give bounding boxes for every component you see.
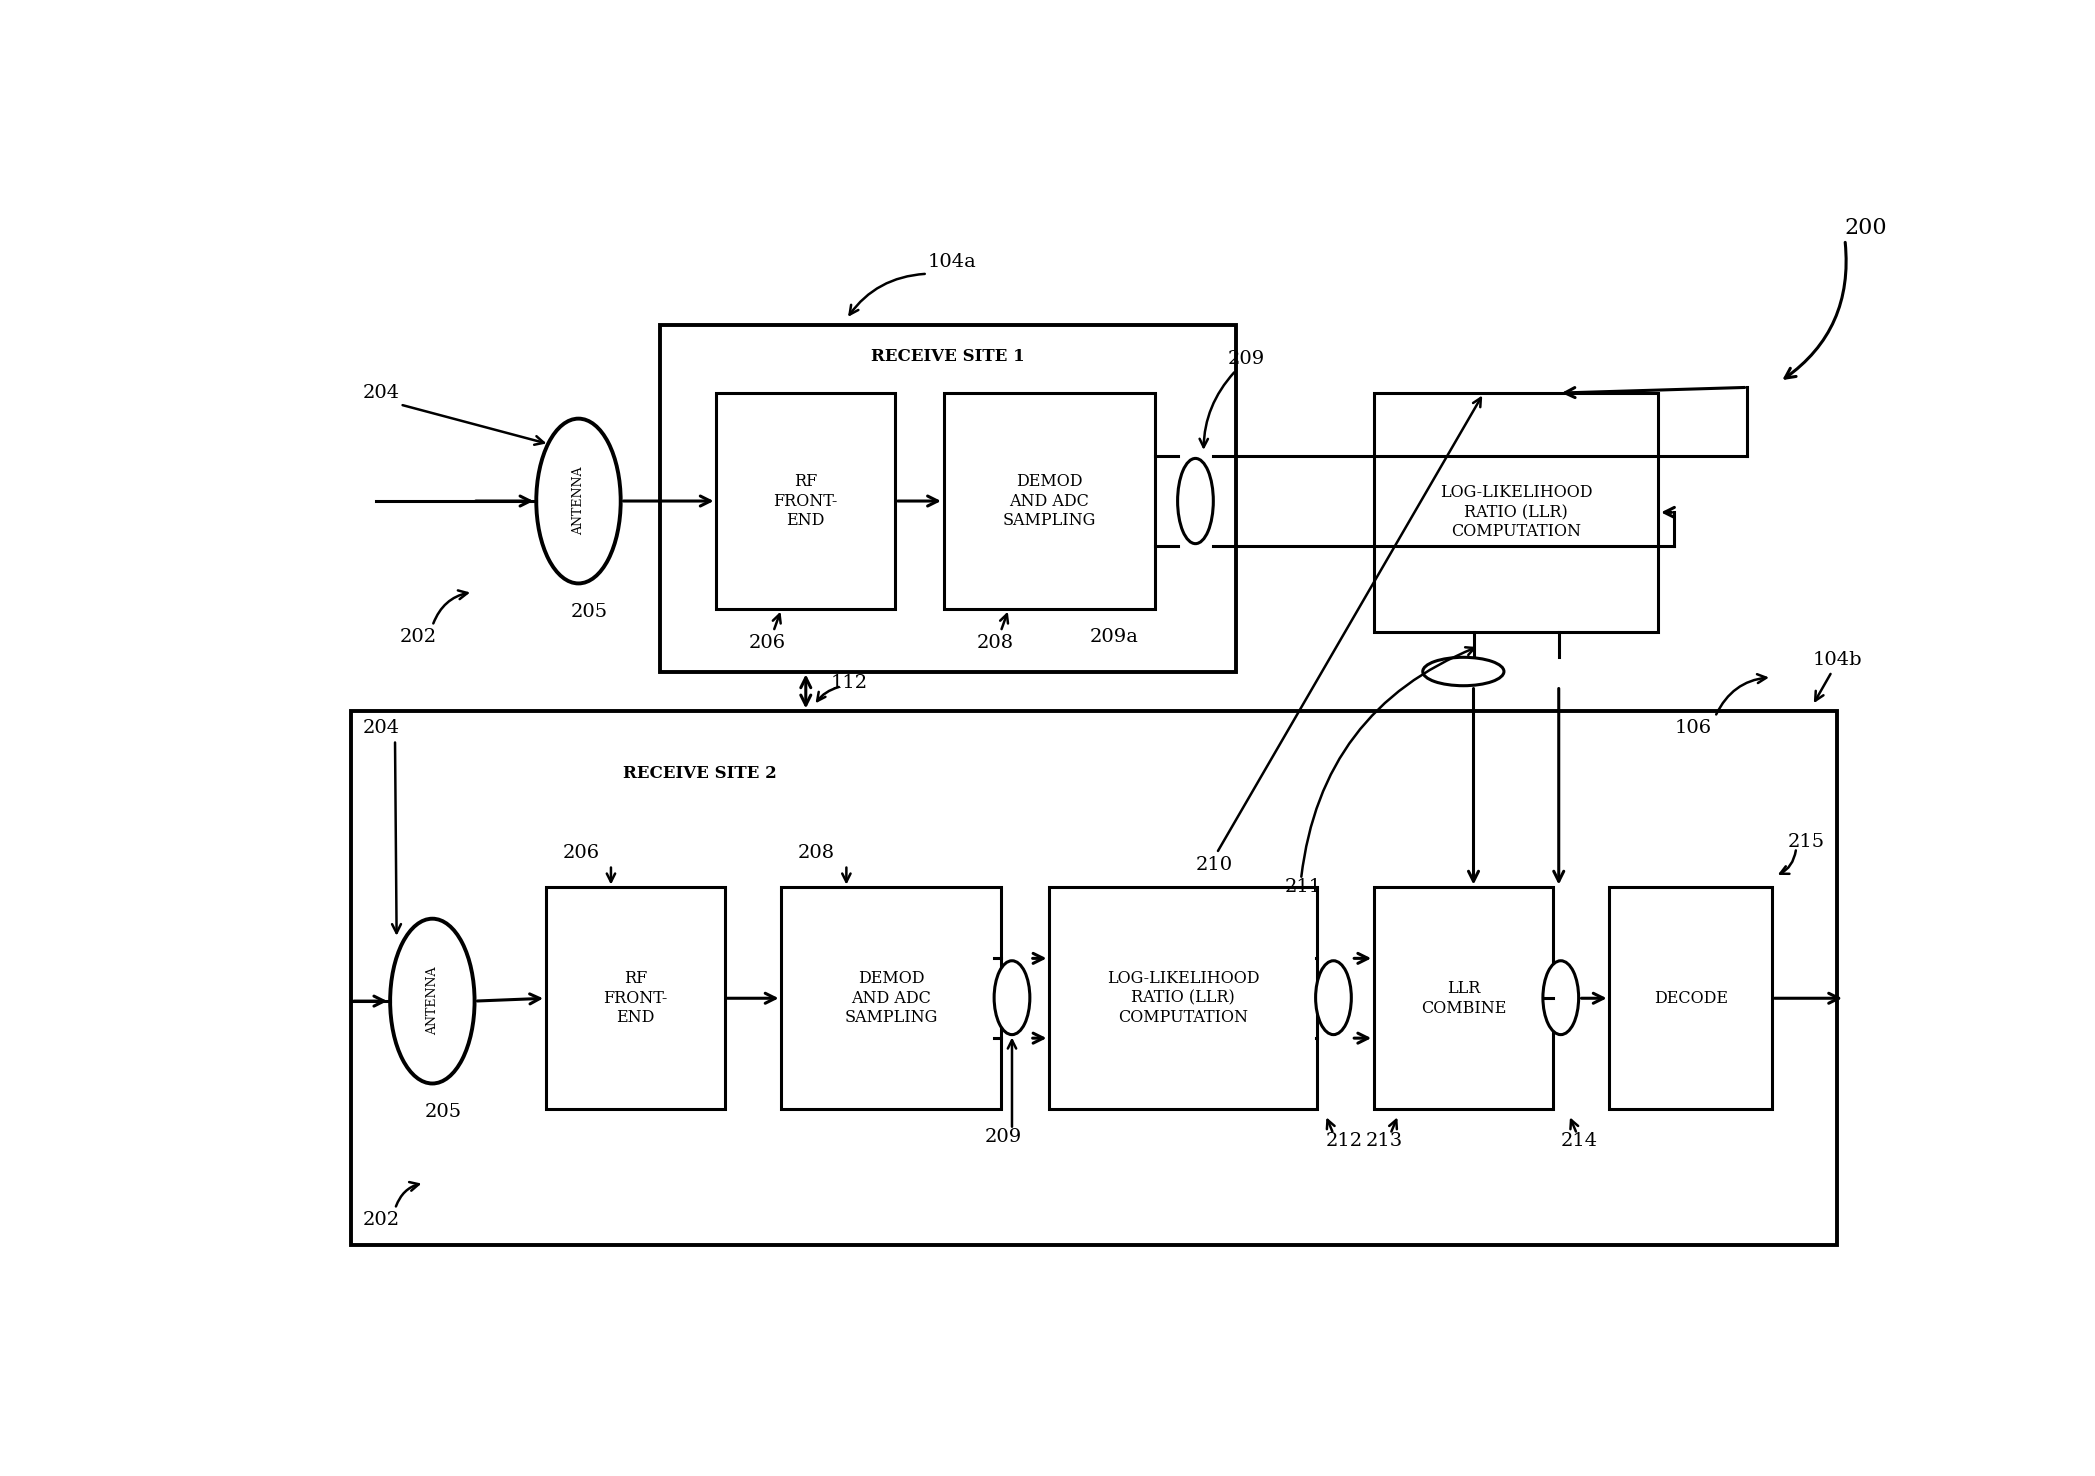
Text: RECEIVE SITE 1: RECEIVE SITE 1 bbox=[872, 348, 1024, 365]
Text: 112: 112 bbox=[830, 675, 867, 692]
Text: 211: 211 bbox=[1284, 878, 1322, 896]
Text: 205: 205 bbox=[423, 1103, 461, 1120]
Bar bbox=[716, 393, 895, 610]
Ellipse shape bbox=[995, 961, 1031, 1035]
Text: 215: 215 bbox=[1789, 832, 1825, 852]
Bar bbox=[1374, 887, 1552, 1108]
Text: 106: 106 bbox=[1674, 719, 1712, 738]
Text: 205: 205 bbox=[570, 602, 608, 621]
Text: 210: 210 bbox=[1196, 856, 1232, 874]
Text: 212: 212 bbox=[1326, 1132, 1362, 1150]
Text: DEMOD
AND ADC
SAMPLING: DEMOD AND ADC SAMPLING bbox=[1004, 472, 1096, 528]
Bar bbox=[660, 325, 1236, 672]
Text: LOG-LIKELIHOOD
RATIO (LLR)
COMPUTATION: LOG-LIKELIHOOD RATIO (LLR) COMPUTATION bbox=[1106, 970, 1259, 1026]
Text: ANTENNA: ANTENNA bbox=[425, 967, 438, 1035]
Text: LOG-LIKELIHOOD
RATIO (LLR)
COMPUTATION: LOG-LIKELIHOOD RATIO (LLR) COMPUTATION bbox=[1439, 484, 1592, 540]
Ellipse shape bbox=[1423, 657, 1504, 686]
Text: 200: 200 bbox=[1846, 217, 1888, 239]
Text: 104a: 104a bbox=[928, 254, 976, 272]
Bar bbox=[943, 393, 1154, 610]
Text: 206: 206 bbox=[561, 844, 599, 862]
Ellipse shape bbox=[1542, 961, 1580, 1035]
Text: 104b: 104b bbox=[1812, 651, 1862, 669]
Text: RECEIVE SITE 2: RECEIVE SITE 2 bbox=[624, 765, 777, 782]
Ellipse shape bbox=[536, 419, 620, 583]
Text: DEMOD
AND ADC
SAMPLING: DEMOD AND ADC SAMPLING bbox=[844, 970, 939, 1026]
Text: ANTENNA: ANTENNA bbox=[572, 466, 585, 536]
Text: RF
FRONT-
END: RF FRONT- END bbox=[773, 472, 838, 528]
Bar bbox=[1050, 887, 1318, 1108]
Text: 209a: 209a bbox=[1089, 629, 1140, 646]
Text: 208: 208 bbox=[798, 844, 834, 862]
Text: RF
FRONT-
END: RF FRONT- END bbox=[603, 970, 668, 1026]
Text: 202: 202 bbox=[362, 1212, 400, 1230]
Ellipse shape bbox=[390, 918, 476, 1083]
Bar bbox=[781, 887, 1001, 1108]
Ellipse shape bbox=[1177, 459, 1213, 543]
Ellipse shape bbox=[1316, 961, 1351, 1035]
Text: 208: 208 bbox=[976, 635, 1014, 652]
Text: DECODE: DECODE bbox=[1653, 990, 1728, 1007]
Text: 213: 213 bbox=[1366, 1132, 1404, 1150]
Bar bbox=[547, 887, 725, 1108]
Text: 204: 204 bbox=[362, 384, 400, 401]
Text: 209: 209 bbox=[1228, 350, 1265, 368]
Text: LLR
COMBINE: LLR COMBINE bbox=[1420, 980, 1506, 1017]
Text: 206: 206 bbox=[750, 635, 786, 652]
Text: 214: 214 bbox=[1561, 1132, 1598, 1150]
Text: 209: 209 bbox=[985, 1129, 1022, 1147]
Text: 202: 202 bbox=[400, 629, 438, 646]
Bar bbox=[352, 711, 1837, 1246]
Text: 204: 204 bbox=[362, 719, 400, 738]
Bar bbox=[1609, 887, 1772, 1108]
Bar bbox=[1374, 393, 1659, 632]
